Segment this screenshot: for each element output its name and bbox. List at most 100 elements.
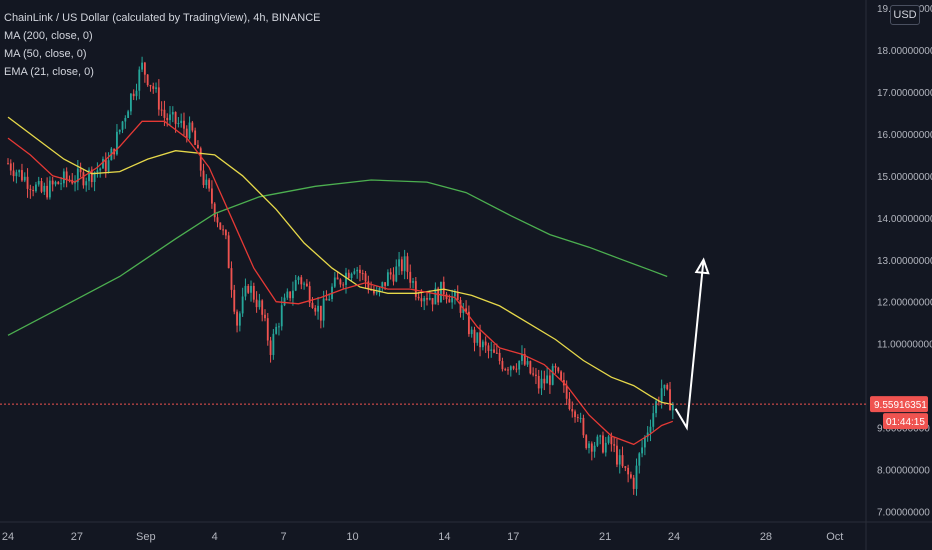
candle-body [146,74,149,86]
candle-body [241,296,244,314]
candle-body [610,436,613,445]
candle-body [205,179,208,186]
candle-body [289,291,292,299]
candle-body [384,282,387,286]
candle-body [210,188,213,204]
candle-body [46,185,49,198]
candle-body [551,366,554,385]
candle-body [392,274,395,282]
arrow-head [694,257,710,275]
candle-body [454,291,456,297]
candle-body [48,180,51,198]
candle-body [632,477,635,489]
legend-ma50[interactable]: MA (50, close, 0) [4,48,87,60]
candle-body [367,281,370,290]
candle-body [529,361,532,374]
candle-body [283,297,286,306]
candle-body [440,281,442,303]
candle-body [465,308,468,312]
candle-body [291,290,294,299]
line-ema21 [7,120,674,446]
candle-body [85,181,88,186]
candle-body [129,93,132,112]
symbol-title[interactable]: ChainLink / US Dollar (calculated by Tra… [4,12,321,24]
candle-body [177,123,180,125]
candle-body [476,332,479,343]
candle-body [266,318,269,341]
candle-body [252,285,255,300]
candle-body [523,354,526,365]
candle-body [297,277,300,280]
candle-body [43,185,46,192]
legend-ema21[interactable]: EMA (21, close, 0) [4,66,94,78]
candle-body [356,269,359,272]
candle-body [576,417,579,419]
candle-body [317,305,319,312]
candle-body [152,86,155,89]
time-axis[interactable]: 24 27 Sep 4 7 10 14 17 21 24 28 Oct [2,531,844,543]
candle-body [540,378,543,389]
candle-body [305,283,308,287]
candle-body [509,366,512,371]
candle-body [671,404,674,411]
candle-body [621,455,624,467]
countdown-tag [883,413,928,430]
candle-body [535,374,537,376]
candle-body [319,305,322,321]
candle-body [652,413,655,427]
candle-body [585,435,588,448]
candle-body [515,368,518,370]
candle-body [361,273,364,275]
currency-button[interactable]: USD [890,5,920,25]
candle-body [29,188,32,190]
candle-body [442,281,445,295]
candle-body [222,229,225,231]
candle-body [62,171,65,184]
candle-body [655,401,657,414]
candle-body [504,369,507,371]
candle-body [599,435,602,437]
candle-body [342,284,345,286]
candle-body [359,269,361,274]
candle-body [375,292,378,294]
candle-body [501,361,504,370]
candle-body [428,298,431,300]
y-tick-label: 11.00000000 [877,340,932,351]
countdown-label: 01:44:15 [883,413,928,430]
candle-body [308,286,311,303]
candle-body [582,417,585,436]
candle-body [35,184,37,192]
candle-body [657,401,660,403]
candle-body [82,172,85,186]
candle-body [437,288,440,303]
candle-body [325,298,328,301]
candle-body [381,282,384,288]
candle-body [219,222,222,230]
x-tick-label: 14 [438,531,450,543]
candle-body [255,299,258,308]
candle-body [174,112,177,124]
candle-body [487,345,490,351]
candle-body [434,288,437,305]
candle-body [548,375,551,385]
candle-body [272,333,275,355]
candle-body [65,171,68,180]
candle-body [666,384,669,390]
candle-body [403,256,406,272]
candle-body [269,340,272,355]
candle-body [607,436,610,443]
candle-body [18,170,21,173]
candle-body [353,271,356,274]
candle-body [596,436,599,446]
y-tick-label: 14.00000000 [877,214,932,225]
candle-body [484,341,487,346]
candle-body [258,300,261,308]
candle-body [171,112,174,115]
candle-body [451,296,454,303]
y-tick-label: 13.00000000 [877,256,932,267]
candle-body [132,93,135,97]
legend-ma200[interactable]: MA (200, close, 0) [4,30,93,42]
y-tick-label: 17.00000000 [877,88,932,99]
candle-body [191,122,194,131]
